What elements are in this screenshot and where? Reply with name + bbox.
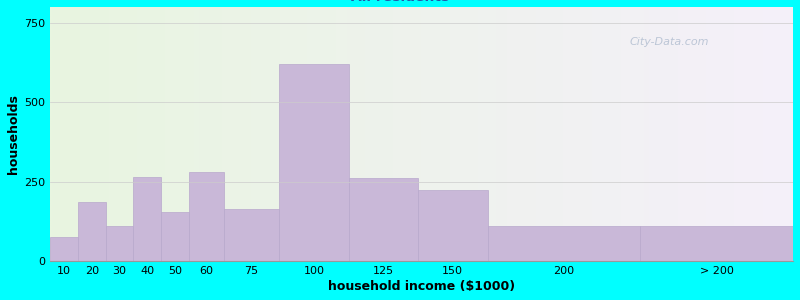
Bar (487, 226, 640, 261)
Text: All residents: All residents (351, 0, 449, 4)
Bar (418, 190, 487, 261)
Bar (189, 172, 224, 261)
Bar (78, 202, 106, 261)
Bar (50, 237, 78, 261)
Y-axis label: households: households (7, 94, 20, 174)
Bar (134, 177, 161, 261)
Bar (224, 208, 279, 261)
Bar (349, 178, 418, 261)
Bar (279, 64, 349, 261)
Text: City-Data.com: City-Data.com (630, 38, 709, 47)
Bar (106, 226, 134, 261)
Bar (640, 226, 793, 261)
Bar (161, 212, 189, 261)
X-axis label: household income ($1000): household income ($1000) (328, 280, 515, 293)
